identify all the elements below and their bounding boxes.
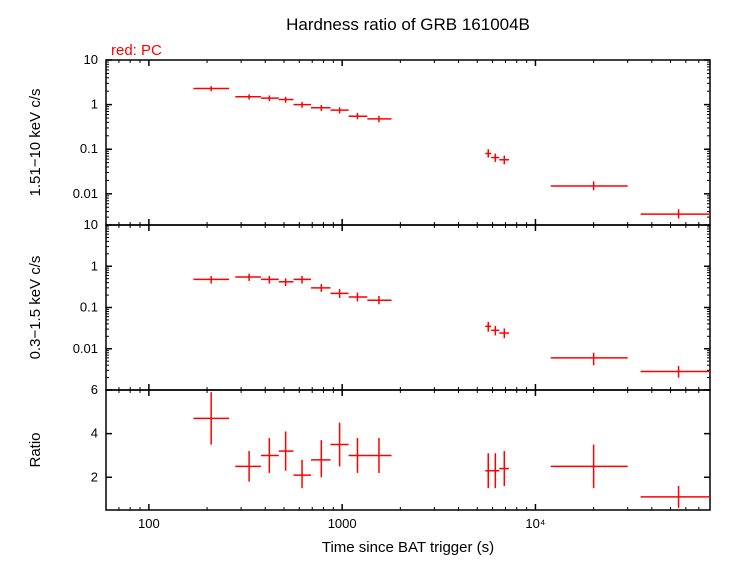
panel-frame: [106, 390, 710, 510]
chart-container: Hardness ratio of GRB 161004B red: PC 0.01…: [0, 0, 742, 566]
ytick-label: 6: [91, 382, 98, 397]
ytick-label: 0.1: [80, 300, 98, 315]
xtick-label: 100: [138, 516, 160, 531]
chart-title: Hardness ratio of GRB 161004B: [286, 15, 530, 34]
ytick-label: 0.01: [73, 186, 98, 201]
xtick-label: 10⁴: [525, 516, 545, 531]
ytick-label: 4: [91, 426, 98, 441]
ytick-label: 0.01: [73, 341, 98, 356]
xtick-label: 1000: [328, 516, 357, 531]
ytick-label: 10: [84, 217, 98, 232]
ytick-label: 10: [84, 52, 98, 67]
ylabel: 0.3−1.5 keV c/s: [27, 256, 44, 360]
legend-text: red: PC: [111, 42, 162, 59]
ytick-label: 1: [91, 97, 98, 112]
chart-svg: Hardness ratio of GRB 161004B red: PC 0.01…: [0, 0, 742, 566]
ytick-label: 2: [91, 469, 98, 484]
panel-frame: [106, 60, 710, 225]
ylabel: Ratio: [27, 432, 44, 467]
ytick-label: 1: [91, 258, 98, 273]
xlabel: Time since BAT trigger (s): [322, 539, 494, 556]
ytick-label: 0.1: [80, 141, 98, 156]
ylabel: 1.51−10 keV c/s: [27, 89, 44, 197]
panel-frame: [106, 225, 710, 390]
